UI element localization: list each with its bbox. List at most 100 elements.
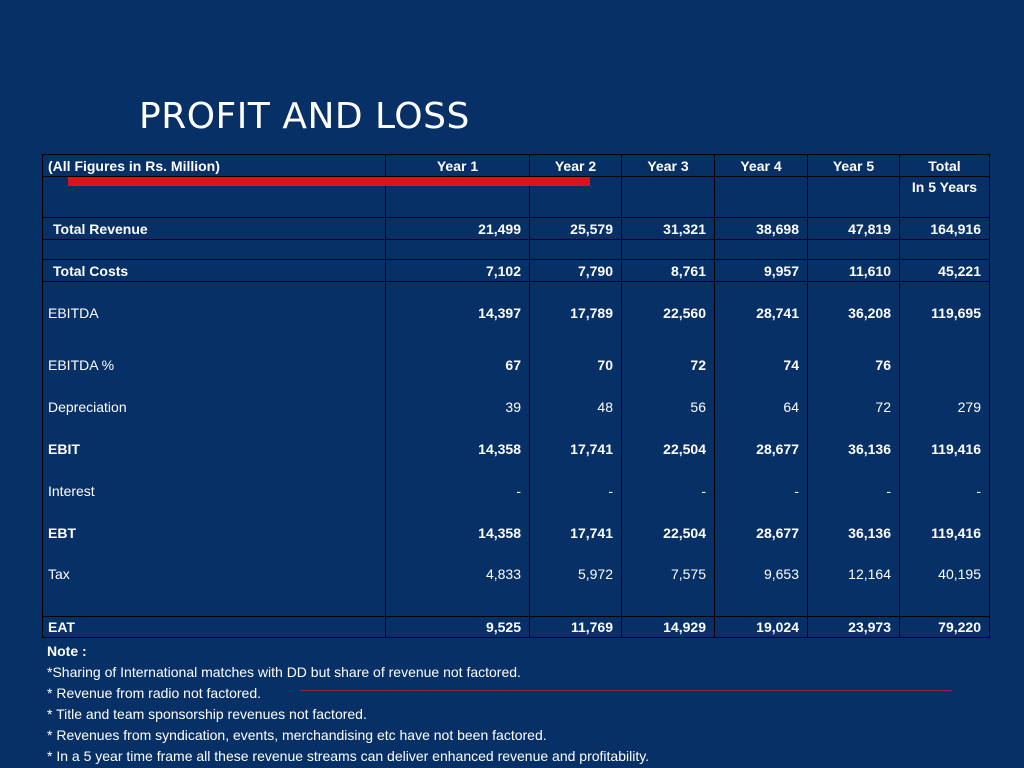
cell: 12,164 — [807, 553, 900, 617]
cell: 72 — [621, 343, 715, 386]
cell: 56 — [621, 385, 715, 428]
cell: 11,769 — [529, 616, 622, 638]
cell: 23,973 — [807, 616, 900, 638]
row-label: EBIT — [42, 427, 386, 470]
cell: 119,416 — [899, 511, 990, 554]
row-label: Total Revenue — [42, 217, 386, 240]
cell: 5,972 — [529, 553, 622, 617]
cell: 79,220 — [899, 616, 990, 638]
cell: 38,698 — [714, 217, 808, 240]
profit-loss-table: (All Figures in Rs. Million) Year 1 Year… — [42, 154, 990, 638]
note-line: *Sharing of International matches with D… — [47, 664, 521, 680]
header-label: (All Figures in Rs. Million) — [42, 154, 386, 177]
cell: 14,358 — [385, 511, 530, 554]
row-ebitda: EBITDA 14,397 17,789 22,560 28,741 36,20… — [42, 281, 990, 344]
note-line: * Revenues from syndication, events, mer… — [47, 727, 547, 743]
divider-line — [300, 690, 952, 691]
cell: 72 — [807, 385, 900, 428]
row-ebt: EBT 14,358 17,741 22,504 28,677 36,136 1… — [42, 511, 990, 554]
cell: 28,677 — [714, 511, 808, 554]
cell: 22,504 — [621, 427, 715, 470]
red-accent-bar — [385, 177, 529, 186]
row-total-costs: Total Costs 7,102 7,790 8,761 9,957 11,6… — [42, 259, 990, 282]
cell: 21,499 — [385, 217, 530, 240]
cell: - — [529, 469, 622, 512]
cell: 76 — [807, 343, 900, 386]
cell: 164,916 — [899, 217, 990, 240]
cell: 22,560 — [621, 281, 715, 344]
row-label: Interest — [42, 469, 386, 512]
row-label: EAT — [42, 616, 386, 638]
row-label: Tax — [42, 553, 386, 617]
cell: 14,397 — [385, 281, 530, 344]
note-line: * Title and team sponsorship revenues no… — [47, 706, 367, 722]
cell: 279 — [899, 385, 990, 428]
header-total: Total — [899, 154, 990, 177]
cell: - — [621, 469, 715, 512]
notes-title: Note : — [47, 643, 87, 659]
row-tax: Tax 4,833 5,972 7,575 9,653 12,164 40,19… — [42, 553, 990, 617]
cell: 28,741 — [714, 281, 808, 344]
cell: - — [385, 469, 530, 512]
cell: 7,575 — [621, 553, 715, 617]
cell: 39 — [385, 385, 530, 428]
cell — [899, 343, 990, 386]
cell: 22,504 — [621, 511, 715, 554]
cell: 36,136 — [807, 427, 900, 470]
row-total-revenue: Total Revenue 21,499 25,579 31,321 38,69… — [42, 217, 990, 240]
header-year-5: Year 5 — [807, 154, 900, 177]
row-ebitda-pct: EBITDA % 67 70 72 74 76 — [42, 343, 990, 386]
row-label: Total Costs — [42, 259, 386, 282]
page-title: PROFIT AND LOSS — [139, 96, 470, 137]
row-depreciation: Depreciation 39 48 56 64 72 279 — [42, 385, 990, 428]
cell: 47,819 — [807, 217, 900, 240]
cell: 9,653 — [714, 553, 808, 617]
cell: - — [714, 469, 808, 512]
header-year-2: Year 2 — [529, 154, 622, 177]
cell: 28,677 — [714, 427, 808, 470]
cell: 17,741 — [529, 427, 622, 470]
cell: 119,416 — [899, 427, 990, 470]
red-accent-bar — [68, 177, 385, 186]
cell: 70 — [529, 343, 622, 386]
cell: 11,610 — [807, 259, 900, 282]
row-ebit: EBIT 14,358 17,741 22,504 28,677 36,136 … — [42, 427, 990, 470]
header-row: (All Figures in Rs. Million) Year 1 Year… — [42, 154, 990, 177]
note-line: * In a 5 year time frame all these reven… — [47, 748, 650, 764]
cell: 17,789 — [529, 281, 622, 344]
cell: 14,358 — [385, 427, 530, 470]
cell: 9,957 — [714, 259, 808, 282]
cell: 14,929 — [621, 616, 715, 638]
header-total-sub: In 5 Years — [899, 176, 990, 218]
cell: 36,136 — [807, 511, 900, 554]
red-accent-bar — [529, 177, 590, 186]
header-year-1: Year 1 — [385, 154, 530, 177]
header-year-3: Year 3 — [621, 154, 715, 177]
row-label: EBT — [42, 511, 386, 554]
row-label: EBITDA — [42, 281, 386, 344]
cell: 36,208 — [807, 281, 900, 344]
cell: - — [807, 469, 900, 512]
row-interest: Interest - - - - - - — [42, 469, 990, 512]
notes-section: Note : *Sharing of International matches… — [47, 641, 649, 767]
note-line: * Revenue from radio not factored. — [47, 685, 262, 701]
cell: 8,761 — [621, 259, 715, 282]
cell: 48 — [529, 385, 622, 428]
cell: 7,790 — [529, 259, 622, 282]
cell: 4,833 — [385, 553, 530, 617]
spacer-row — [42, 239, 990, 260]
cell: 74 — [714, 343, 808, 386]
cell: 17,741 — [529, 511, 622, 554]
cell: 9,525 — [385, 616, 530, 638]
cell: 31,321 — [621, 217, 715, 240]
cell: 64 — [714, 385, 808, 428]
row-label: EBITDA % — [42, 343, 386, 386]
cell: 119,695 — [899, 281, 990, 344]
cell: 19,024 — [714, 616, 808, 638]
cell: 67 — [385, 343, 530, 386]
header-year-4: Year 4 — [714, 154, 808, 177]
cell: 40,195 — [899, 553, 990, 617]
cell: 45,221 — [899, 259, 990, 282]
row-eat: EAT 9,525 11,769 14,929 19,024 23,973 79… — [42, 616, 990, 638]
cell: 7,102 — [385, 259, 530, 282]
